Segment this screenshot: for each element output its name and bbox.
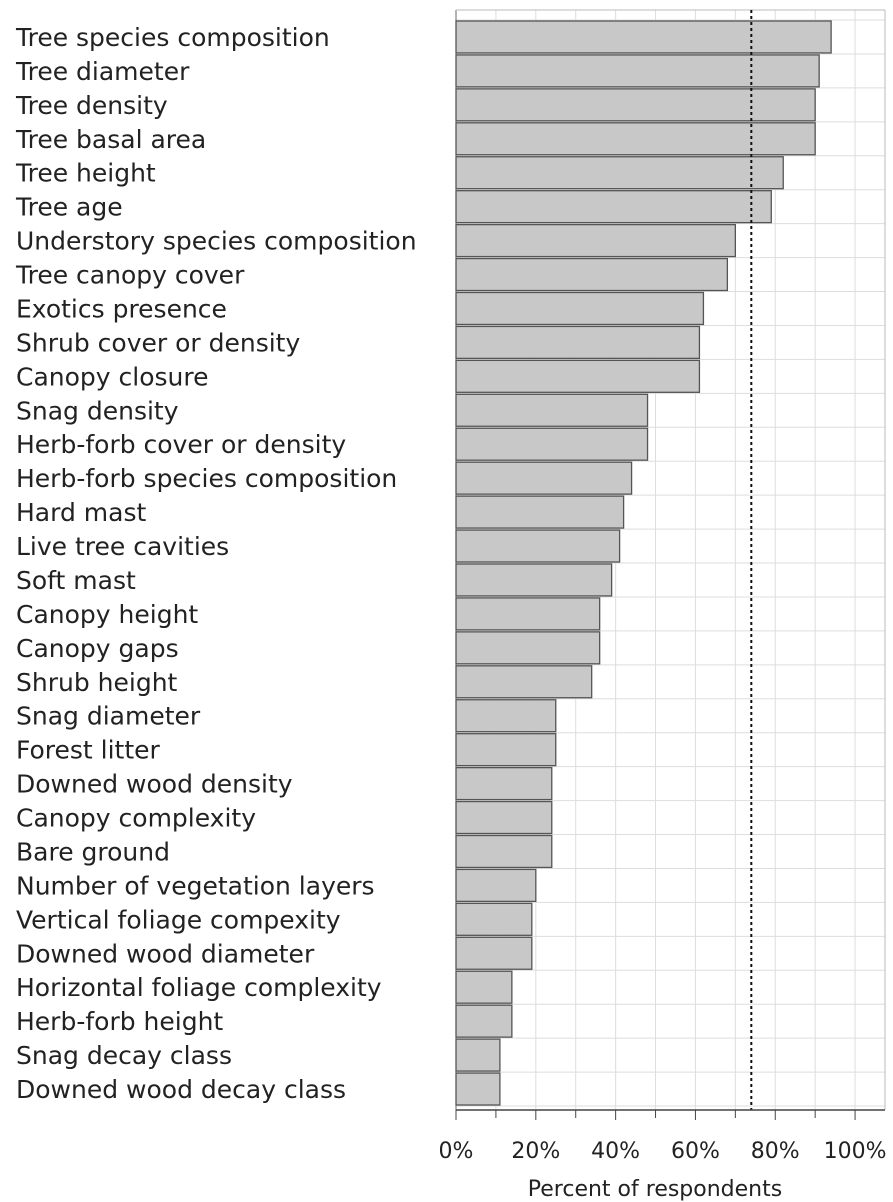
x-tick-label: 40% (591, 1139, 640, 1164)
bar (455, 359, 701, 393)
y-tick-label: Downed wood decay class (16, 1075, 346, 1104)
y-tick-label: Horizontal foliage complexity (16, 973, 382, 1002)
y-tick-label: Shrub cover or density (16, 328, 300, 357)
x-tick-label: 100% (824, 1139, 887, 1164)
x-tick-label: 60% (671, 1139, 720, 1164)
bar (455, 563, 613, 597)
y-tick-label: Snag decay class (16, 1041, 232, 1070)
y-tick-label: Canopy complexity (16, 804, 256, 833)
bar (455, 495, 625, 529)
bar (455, 800, 553, 835)
bar (455, 665, 593, 699)
y-tick-label: Forest litter (16, 736, 161, 765)
y-tick-label: Tree age (15, 193, 123, 222)
bar (455, 1072, 501, 1106)
y-tick-label: Downed wood diameter (16, 939, 315, 968)
bar (455, 427, 649, 461)
y-tick-label: Herb-forb height (16, 1007, 223, 1036)
bar (455, 529, 621, 563)
y-tick-label: Snag diameter (16, 702, 201, 731)
y-tick-label: Snag density (16, 396, 179, 425)
x-tick-label: 20% (511, 1139, 560, 1164)
bar (455, 122, 816, 156)
bar (455, 325, 701, 360)
y-tick-label: Shrub height (16, 668, 178, 697)
y-tick-label: Tree height (15, 159, 156, 188)
bar (455, 1004, 513, 1038)
y-tick-label: Tree density (15, 91, 168, 120)
bar (455, 970, 513, 1004)
bar (455, 20, 832, 54)
bar (455, 291, 705, 326)
bar (455, 393, 649, 427)
bar (455, 54, 820, 88)
y-tick-label: Canopy height (16, 600, 198, 629)
bar (455, 766, 553, 801)
y-tick-label: Tree diameter (15, 57, 190, 86)
y-tick-label: Number of vegetation layers (16, 871, 375, 900)
y-tick-label: Understory species composition (16, 227, 417, 256)
bar (455, 834, 553, 869)
y-tick-label: Tree species composition (15, 23, 330, 52)
y-tick-label: Canopy closure (16, 362, 209, 391)
bar (455, 190, 772, 224)
x-tick-label: 0% (439, 1139, 474, 1164)
bar (455, 699, 557, 733)
x-axis-label: Percent of respondents (528, 1177, 782, 1202)
bar (455, 733, 557, 767)
y-tick-label: Bare ground (16, 837, 170, 866)
bar (455, 88, 816, 122)
bar (455, 868, 537, 903)
bar (455, 223, 736, 258)
bar (455, 631, 601, 665)
bar (455, 257, 729, 292)
x-tick-label: 80% (751, 1139, 800, 1164)
y-tick-label: Tree canopy cover (15, 261, 245, 290)
bar (455, 902, 533, 936)
y-tick-label: Herb-forb cover or density (16, 430, 346, 459)
bar (455, 1038, 501, 1072)
y-tick-label: Hard mast (16, 498, 146, 527)
bar (455, 936, 533, 970)
y-tick-label: Soft mast (16, 566, 136, 595)
bar (455, 597, 601, 631)
y-tick-label: Vertical foliage compexity (16, 905, 341, 934)
y-tick-label: Canopy gaps (16, 634, 179, 663)
bar (455, 461, 633, 495)
y-tick-label: Tree basal area (15, 125, 206, 154)
bar (455, 156, 784, 190)
y-tick-label: Exotics presence (16, 294, 227, 323)
y-tick-label: Live tree cavities (16, 532, 229, 561)
y-tick-label: Herb-forb species composition (16, 464, 397, 493)
y-tick-label: Downed wood density (16, 770, 293, 799)
